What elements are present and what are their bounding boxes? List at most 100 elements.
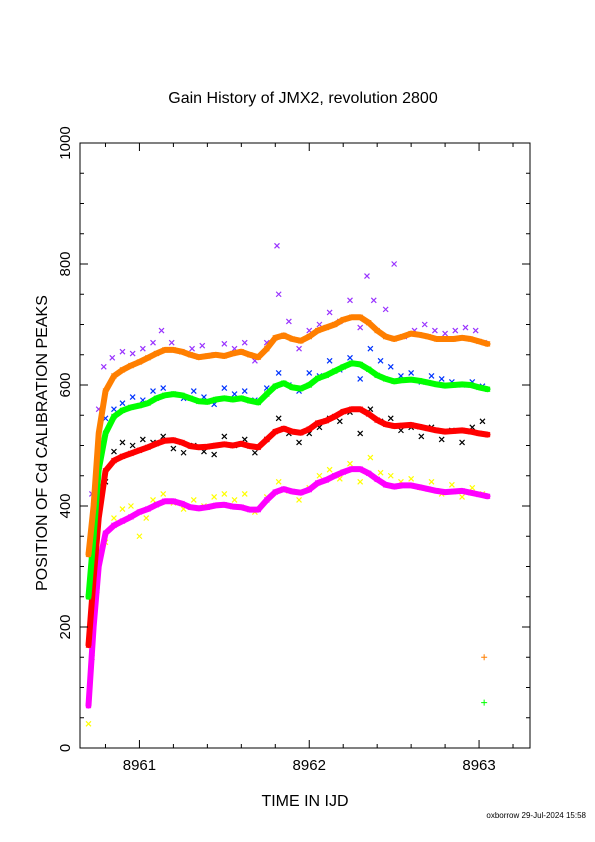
series-2-point bbox=[145, 444, 151, 451]
series-3-point bbox=[246, 506, 253, 513]
series-1-point bbox=[196, 398, 202, 405]
series-0-point bbox=[280, 332, 287, 339]
series-6-point bbox=[170, 445, 177, 452]
series-3-point bbox=[272, 489, 279, 495]
x-tick-label-1: 8962 bbox=[293, 757, 326, 774]
series-0-point bbox=[450, 336, 457, 342]
series-3-point bbox=[374, 476, 381, 483]
series-3-point bbox=[314, 480, 321, 486]
series-0-point bbox=[459, 334, 465, 341]
series-4-point bbox=[472, 327, 479, 334]
series-0-point bbox=[179, 348, 185, 355]
series-3-point bbox=[408, 482, 414, 489]
footer-credit: oxborrow 29-Jul-2024 15:58 bbox=[486, 811, 586, 820]
y-tick-label-4: 800 bbox=[57, 251, 74, 276]
series-1-point bbox=[433, 381, 440, 388]
series-7-point bbox=[136, 533, 143, 540]
series-0-point bbox=[85, 551, 92, 558]
series-5-point bbox=[119, 400, 126, 407]
series-0-point bbox=[382, 333, 389, 340]
y-tick-label-1: 200 bbox=[57, 614, 74, 639]
series-2-point bbox=[425, 425, 431, 432]
series-1-point bbox=[136, 402, 143, 409]
series-4-point bbox=[168, 339, 175, 346]
series-3-point bbox=[433, 488, 440, 494]
series-1-point bbox=[289, 384, 296, 391]
series-5-point bbox=[367, 345, 374, 352]
series-6-point bbox=[296, 439, 302, 446]
series-2-point bbox=[442, 428, 448, 435]
series-0-point bbox=[476, 338, 482, 345]
series-2-point bbox=[365, 411, 372, 417]
series-7-point bbox=[326, 466, 333, 473]
series-3-point bbox=[221, 501, 228, 508]
series-1-point bbox=[187, 395, 194, 402]
series-3-point bbox=[484, 493, 491, 500]
series-0-point bbox=[145, 354, 151, 361]
series-1-point bbox=[416, 377, 423, 384]
series-6-point bbox=[479, 418, 486, 425]
series-3-point bbox=[331, 472, 338, 479]
series-3-point bbox=[459, 488, 465, 494]
series-7-point bbox=[428, 478, 435, 485]
series-1-point bbox=[229, 396, 236, 403]
series-4-point bbox=[241, 339, 248, 346]
series-2-point bbox=[196, 444, 202, 451]
series-0-point bbox=[238, 348, 245, 355]
series-5-point bbox=[408, 369, 415, 376]
series-3-point bbox=[289, 488, 296, 495]
series-1-point bbox=[263, 391, 270, 397]
series-4-point bbox=[158, 327, 165, 334]
y-axis-label: POSITION OF Cd CALIBRATION PEAKS bbox=[34, 295, 51, 591]
series-3-point bbox=[111, 522, 117, 529]
series-3-point bbox=[425, 486, 431, 492]
series-2-point bbox=[255, 444, 262, 451]
orange-plus-series bbox=[481, 654, 488, 661]
series-2-point bbox=[238, 440, 245, 447]
series-4-point bbox=[296, 345, 302, 352]
series-0-point bbox=[128, 362, 134, 369]
series-4-point bbox=[150, 339, 156, 346]
series-0-point bbox=[196, 354, 202, 361]
series-2-point bbox=[374, 417, 381, 423]
series-0-point bbox=[348, 314, 355, 321]
series-6-point bbox=[459, 439, 465, 446]
series-1-point bbox=[111, 413, 117, 420]
series-0-point bbox=[433, 336, 440, 342]
series-7-point bbox=[221, 490, 228, 497]
series-3-point bbox=[196, 505, 202, 512]
series-0-point bbox=[323, 324, 330, 331]
series-5-point bbox=[190, 388, 197, 394]
series-5-point bbox=[231, 391, 238, 397]
series-6-point bbox=[387, 415, 394, 422]
series-1-point bbox=[153, 395, 160, 402]
series-1-point bbox=[306, 382, 313, 388]
series-3-point bbox=[348, 466, 355, 472]
series-7-point bbox=[231, 497, 238, 503]
series-1-point bbox=[272, 383, 279, 390]
series-4-point bbox=[364, 273, 370, 280]
series-5-point bbox=[160, 385, 167, 391]
series-2-point bbox=[323, 417, 330, 424]
series-0-point bbox=[111, 373, 117, 379]
series-2-point bbox=[280, 425, 287, 432]
series-0-point bbox=[442, 336, 448, 342]
series-3-point bbox=[187, 504, 194, 511]
series-1-point bbox=[357, 361, 364, 368]
series-3-point bbox=[119, 518, 126, 524]
series-9-point bbox=[481, 699, 488, 706]
series-0-point bbox=[136, 359, 143, 365]
series-5-point bbox=[347, 354, 353, 361]
series-1-point bbox=[246, 397, 253, 404]
series-7-point bbox=[408, 475, 415, 482]
series-1-point bbox=[476, 384, 482, 391]
series-2-point bbox=[162, 437, 168, 444]
series-0-point bbox=[399, 333, 406, 340]
y-axis: 0 200 400 600 800 1000 bbox=[57, 126, 530, 752]
series-5-point bbox=[306, 369, 313, 376]
series-4-point bbox=[221, 340, 228, 347]
series-2-point bbox=[111, 457, 117, 464]
series-1-point bbox=[297, 385, 304, 392]
series-7-point bbox=[357, 478, 364, 485]
series-1-point bbox=[323, 372, 330, 379]
